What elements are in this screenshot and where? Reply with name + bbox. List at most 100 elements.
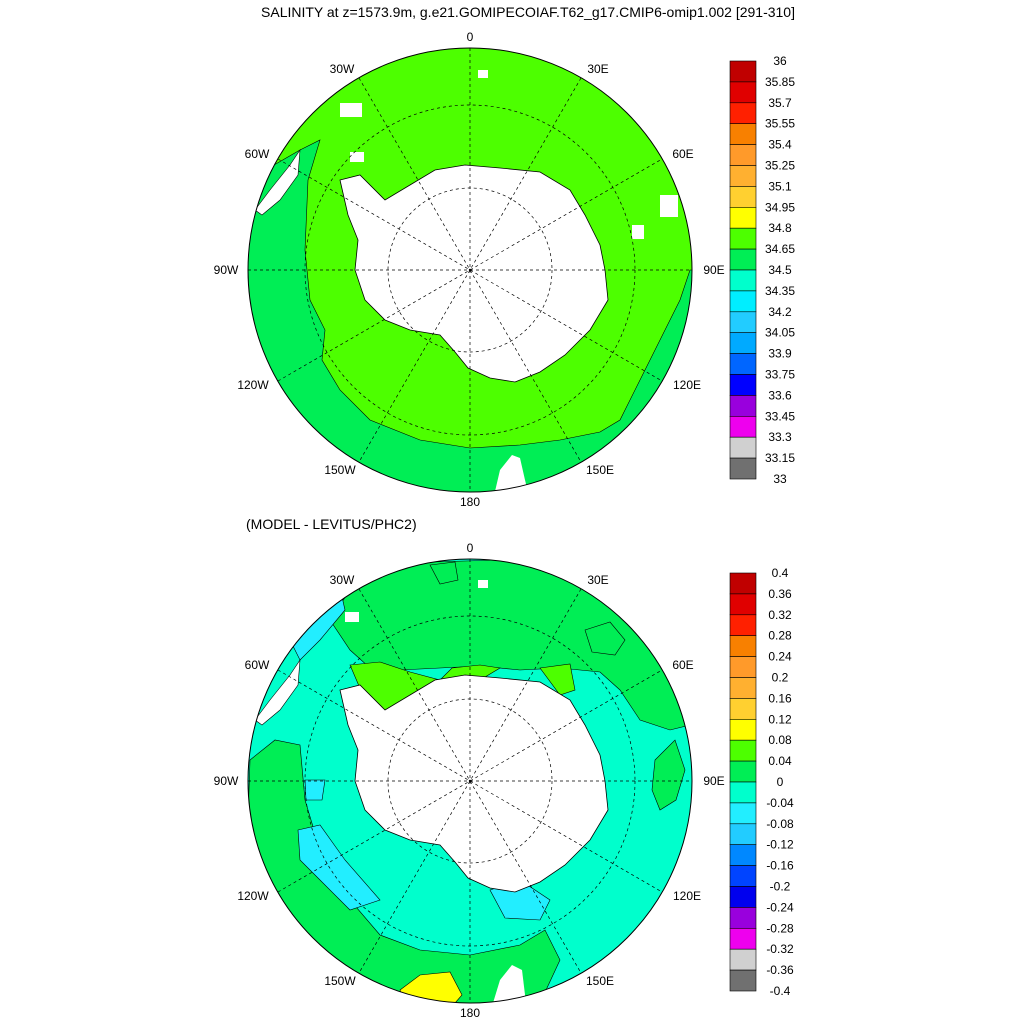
bottom-colorbar-box	[729, 572, 757, 595]
bottom-colorbar-box	[729, 886, 757, 908]
top-lon-labels: 0 30E 60E 90E 120E 150E 180 150W 120W 90…	[214, 30, 725, 509]
top-colorbar-box	[729, 332, 757, 354]
lon-label: 0	[467, 541, 474, 555]
top-colorbar-tick-label: 34.05	[765, 326, 795, 340]
bottom-colorbar-tick-label: 0	[777, 775, 784, 789]
top-island-4	[660, 195, 678, 217]
bottom-colorbar: 0.4 0.36 0.32 0.28 0.24 0.2 0.16 0.12 0.08 0.04 0 -…	[729, 566, 794, 998]
bottom-colorbar-box	[729, 635, 757, 657]
lon-label: 90E	[703, 263, 724, 277]
top-colorbar-tick-label: 34.65	[765, 242, 795, 256]
top-colorbar-tick-label: 34.35	[765, 284, 795, 298]
lon-label: 150W	[324, 463, 356, 477]
bottom-yellow-patch	[399, 971, 463, 1003]
bottom-near-zero-patch-2	[651, 739, 686, 811]
lon-label: 120W	[237, 378, 269, 392]
bottom-colorbar-box	[729, 614, 757, 636]
lon-label: 180	[460, 495, 480, 509]
bottom-colorbar-tick-label: 0.32	[768, 608, 792, 622]
bottom-colorbar-box	[729, 677, 757, 699]
lon-label: 60E	[672, 147, 693, 161]
top-colorbar-tick-label: 36	[773, 54, 787, 68]
bottom-colorbar-box	[729, 865, 757, 887]
bottom-colorbar-tick-label: 0.04	[768, 754, 792, 768]
bottom-colorbar-box	[729, 718, 757, 741]
lon-label: 120E	[673, 378, 701, 392]
lon-label: 120E	[673, 889, 701, 903]
bottom-south-america	[254, 658, 301, 726]
bottom-colorbar-tick-label: -0.28	[766, 921, 794, 935]
top-south-america	[254, 148, 301, 216]
top-colorbar-box	[729, 60, 757, 83]
top-colorbar-tick-label: 33.6	[768, 388, 792, 402]
top-island-5	[632, 225, 644, 239]
bottom-lon-labels: 0 30E 60E 90E 120E 150E 180 150W 120W 90…	[214, 541, 725, 1020]
top-island-3	[340, 103, 362, 117]
top-colorbar-box	[729, 227, 757, 250]
bottom-colorbar-box	[729, 760, 757, 783]
top-colorbar-tick-label: 33.75	[765, 368, 795, 382]
bottom-map	[248, 559, 692, 1003]
bottom-colorbar-tick-label: -0.24	[766, 900, 794, 914]
top-colorbar-tick-label: 33.15	[765, 451, 795, 465]
top-colorbar-box	[729, 207, 757, 229]
bottom-colorbar-box	[729, 969, 757, 992]
lon-label: 30W	[330, 62, 355, 76]
bottom-missing-data-notch	[493, 965, 526, 1003]
bottom-colorbar-tick-label: -0.04	[766, 796, 794, 810]
top-colorbar-box	[729, 436, 757, 459]
top-colorbar-tick-label: 35.7	[768, 96, 792, 110]
top-colorbar-tick-label: 33	[773, 472, 787, 486]
bottom-near-zero-patch-3	[429, 561, 459, 585]
bottom-island-1	[478, 580, 488, 588]
lon-label: 60W	[245, 147, 270, 161]
lon-label: 90W	[214, 774, 239, 788]
bottom-colorbar-tick-label: 0.2	[772, 671, 789, 685]
top-colorbar-tick-label: 35.4	[768, 138, 792, 152]
top-colorbar-box	[729, 457, 757, 480]
bottom-colorbar-box	[729, 844, 757, 866]
top-colorbar-tick-label: 34.2	[768, 305, 792, 319]
bottom-colorbar-tick-label: 0.4	[772, 566, 789, 580]
lon-label: 30E	[587, 573, 608, 587]
bottom-colorbar-tick-label: -0.16	[766, 859, 794, 873]
lon-label: 150E	[586, 463, 614, 477]
bottom-colorbar-tick-label: -0.12	[766, 838, 794, 852]
bottom-colorbar-tick-label: -0.2	[770, 880, 791, 894]
bottom-colorbar-tick-label: 0.12	[768, 712, 792, 726]
bottom-colorbar-tick-label: 0.36	[768, 587, 792, 601]
top-colorbar: 36 35.85 35.7 35.55 35.4 35.25 35.1 34.95 34.8 34…	[729, 54, 795, 486]
lon-label: 60E	[672, 658, 693, 672]
lon-label: 90W	[214, 263, 239, 277]
bottom-colorbar-box	[729, 698, 757, 720]
top-colorbar-box	[729, 290, 757, 313]
top-colorbar-tick-label: 35.55	[765, 117, 795, 131]
top-colorbar-box	[729, 374, 757, 396]
top-colorbar-tick-label: 33.3	[768, 430, 792, 444]
bottom-colorbar-tick-label: 0.16	[768, 691, 792, 705]
lon-label: 90E	[703, 774, 724, 788]
top-colorbar-tick-label: 33.9	[768, 347, 792, 361]
bottom-colorbar-tick-label: 0.24	[768, 650, 792, 664]
top-colorbar-tick-label: 35.25	[765, 159, 795, 173]
bottom-colorbar-box	[729, 907, 757, 929]
top-colorbar-tick-label: 34.5	[768, 263, 792, 277]
bottom-colorbar-tick-label: 0.08	[768, 733, 792, 747]
lon-label: 0	[467, 30, 474, 44]
top-map	[248, 48, 692, 492]
top-colorbar-tick-label: 33.45	[765, 409, 795, 423]
lon-label: 180	[460, 1006, 480, 1020]
top-colorbar-box	[729, 165, 757, 187]
bottom-near-zero-patch-1	[584, 621, 626, 656]
top-colorbar-box	[729, 415, 757, 438]
top-colorbar-box	[729, 248, 757, 271]
top-colorbar-tick-label: 34.95	[765, 200, 795, 214]
lon-label: 60W	[245, 658, 270, 672]
top-colorbar-tick-label: 35.85	[765, 75, 795, 89]
top-colorbar-tick-label: 35.1	[768, 179, 792, 193]
bottom-colorbar-tick-label: 0.28	[768, 629, 792, 643]
bottom-colorbar-tick-label: -0.4	[770, 984, 791, 998]
lon-label: 150W	[324, 974, 356, 988]
lon-label: 30W	[330, 573, 355, 587]
top-colorbar-box	[729, 395, 757, 417]
